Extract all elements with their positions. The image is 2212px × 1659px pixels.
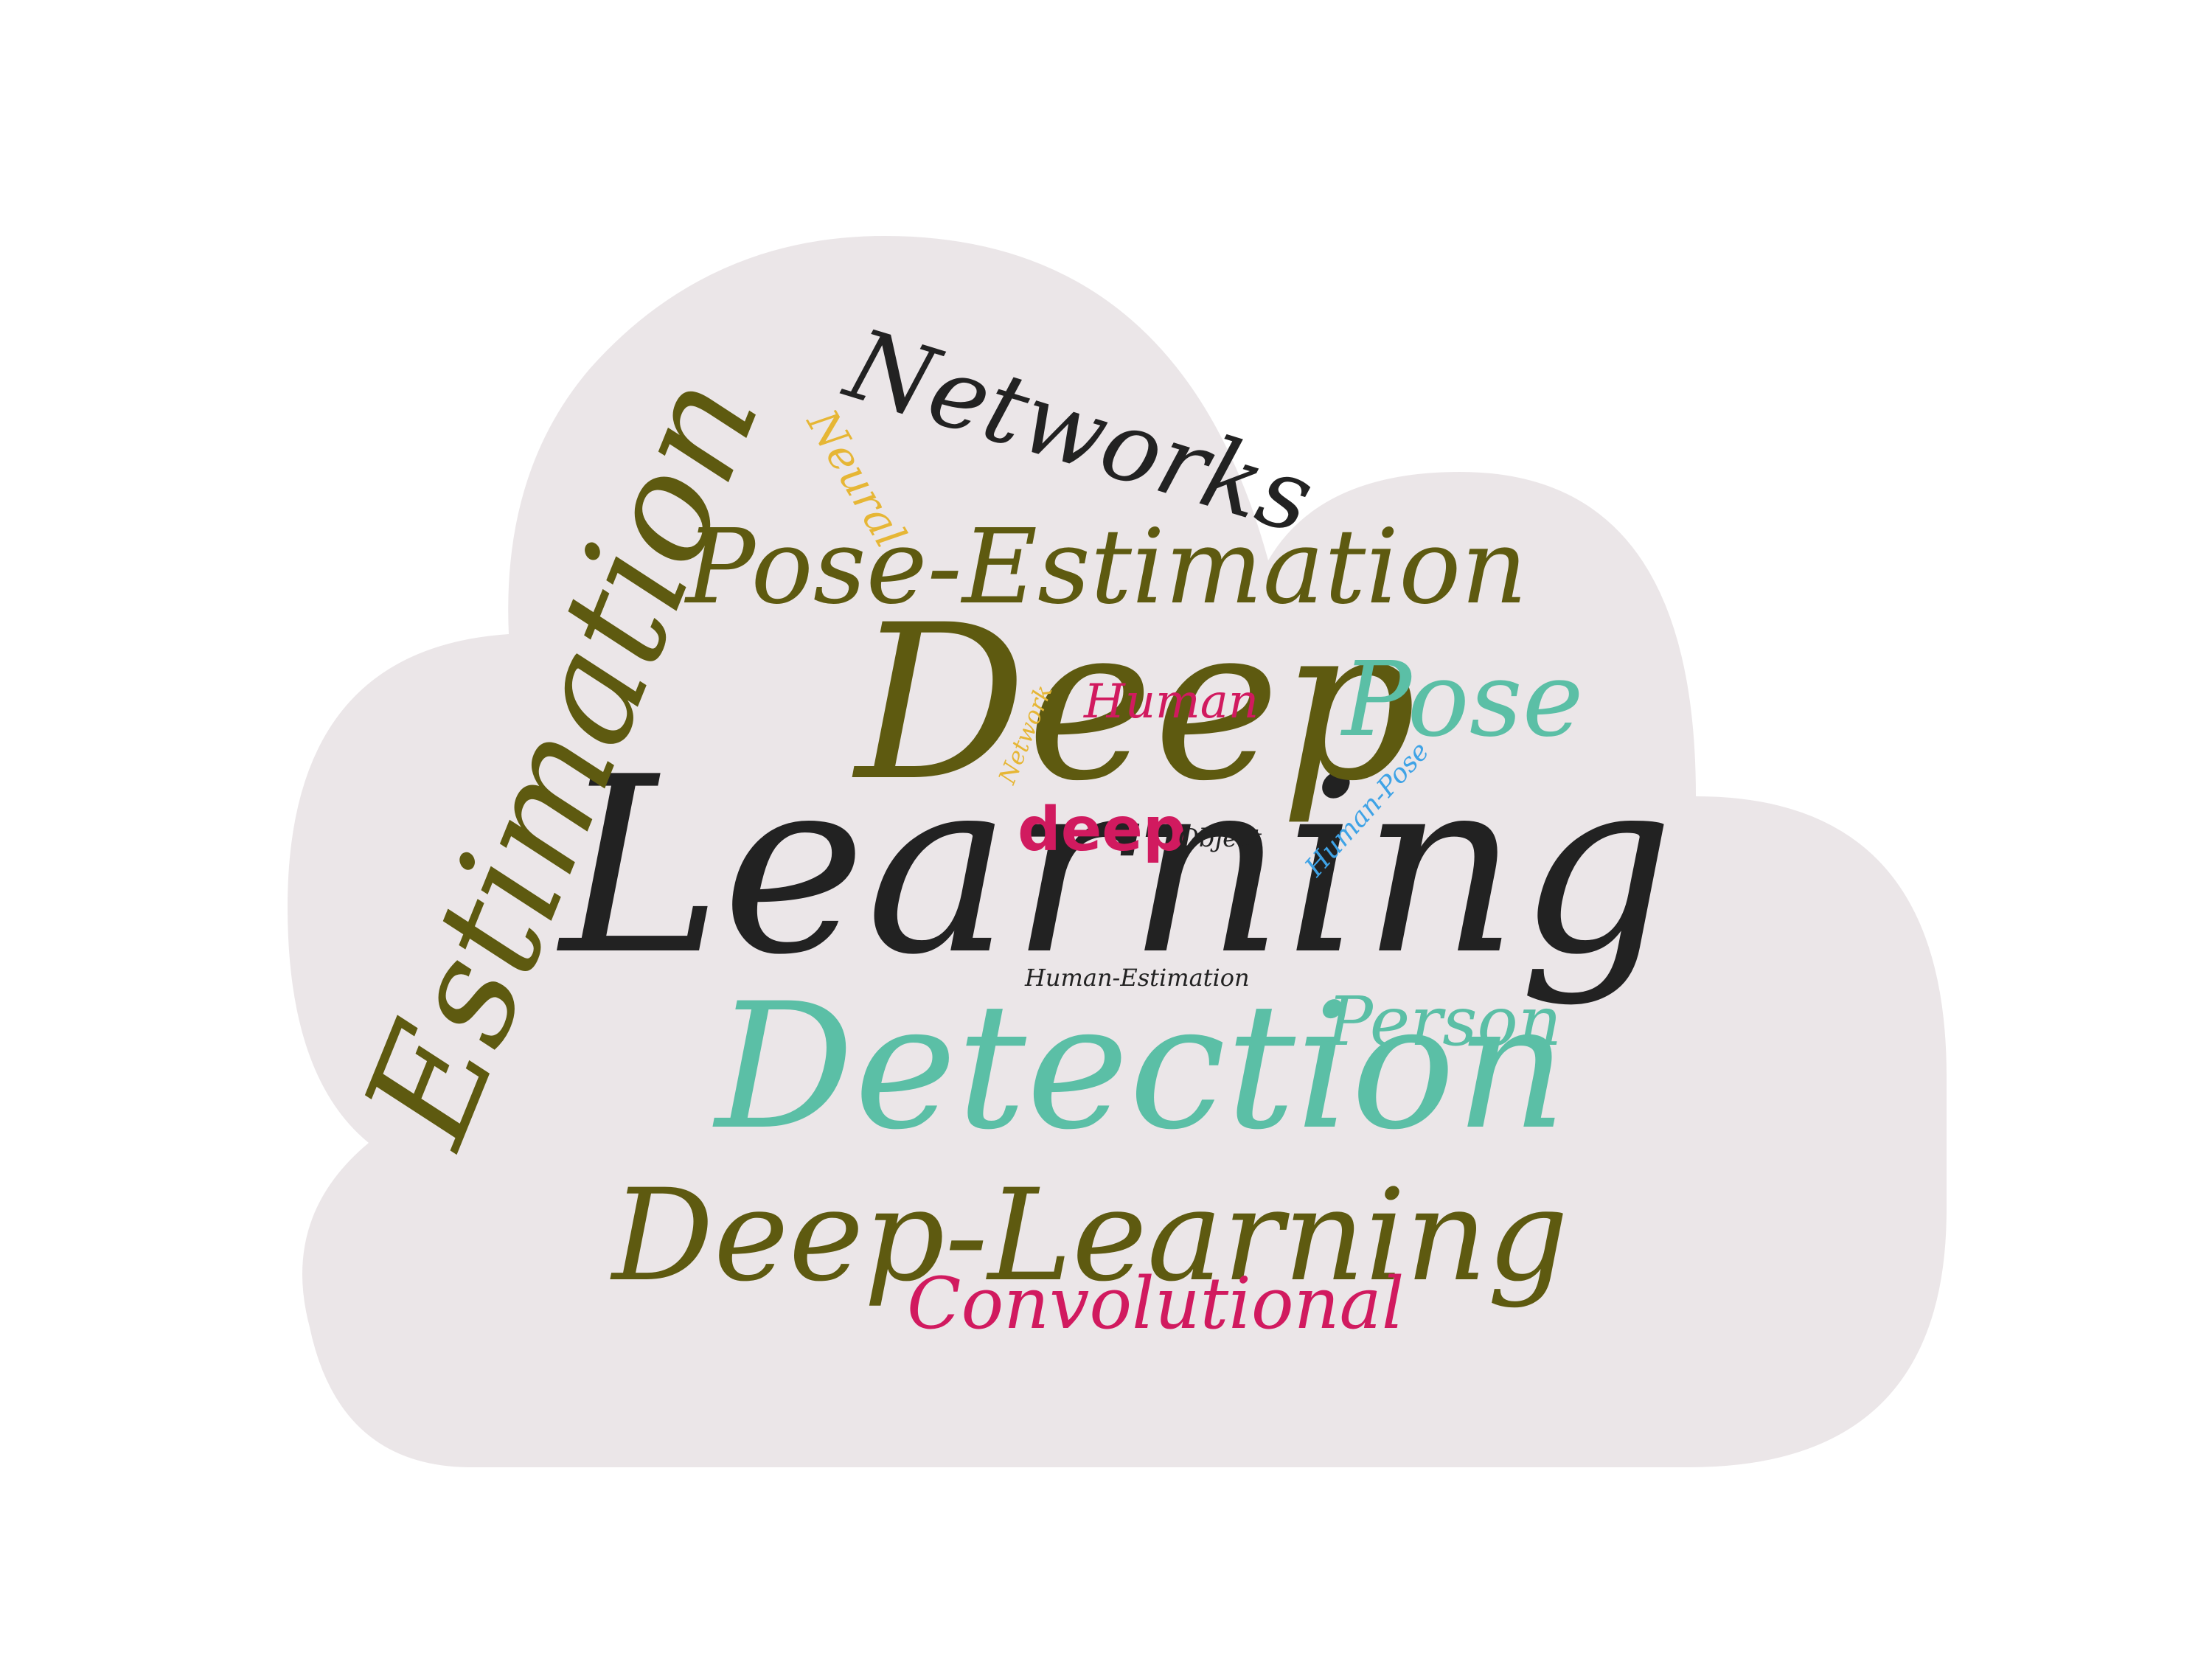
word-person: Person xyxy=(1327,982,1562,1061)
word-deep: Deep xyxy=(855,580,1417,828)
cloud-outline xyxy=(288,236,1947,1467)
word-object: Object xyxy=(1178,824,1262,853)
word-pose: Pose xyxy=(1342,640,1584,760)
word-learning: Learning xyxy=(560,725,1674,1008)
word-deep-learning: Deep-Learning xyxy=(612,1161,1569,1310)
word-deep-lower: deep xyxy=(1018,795,1186,865)
word-detection: Detection xyxy=(715,967,1568,1168)
word-pose-estimation: Pose-Estimation xyxy=(686,507,1528,627)
word-human-estimation: Human-Estimation xyxy=(1025,964,1250,992)
word-human: Human xyxy=(1084,675,1259,729)
word-convolutional: Convolutional xyxy=(907,1262,1405,1345)
